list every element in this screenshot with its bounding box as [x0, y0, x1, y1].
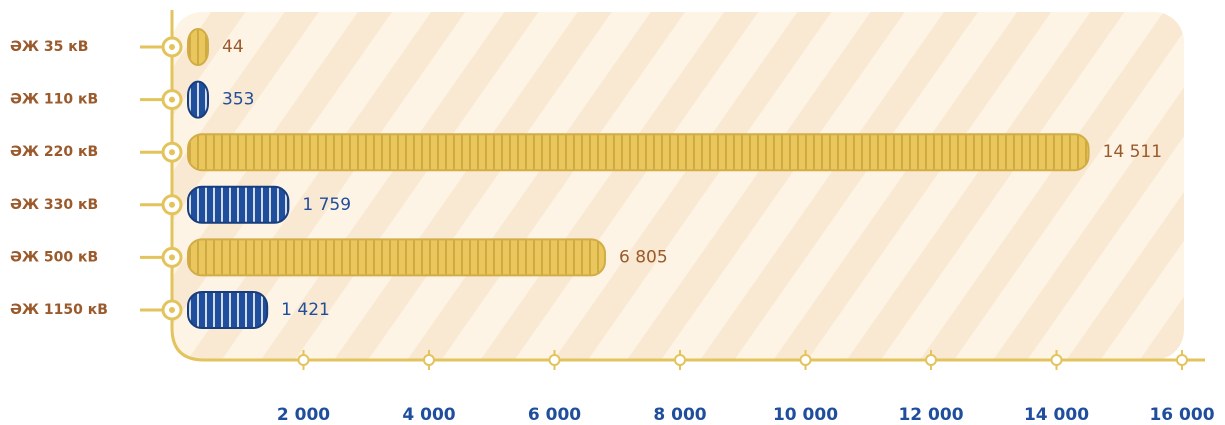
category-label: ӘЖ 330 кВ [10, 197, 98, 213]
value-label: 6 805 [619, 247, 668, 267]
x-tick-label: 14 000 [1024, 405, 1089, 425]
row-dot-inner [169, 149, 175, 156]
x-tick-dot [799, 354, 812, 366]
bar [187, 185, 290, 224]
value-label: 1 759 [302, 195, 351, 215]
x-tick-label: 16 000 [1149, 405, 1214, 425]
row-dot-inner [169, 201, 175, 208]
value-label: 1 421 [281, 300, 330, 320]
bar [187, 80, 209, 119]
bar [187, 28, 209, 66]
x-tick-label: 4 000 [402, 405, 455, 425]
category-label: ӘЖ 220 кВ [10, 144, 98, 160]
row-dot-inner [169, 96, 175, 103]
category-label: ӘЖ 110 кВ [10, 92, 98, 108]
x-tick-dot [1050, 354, 1063, 366]
x-tick-label: 8 000 [653, 405, 706, 425]
x-tick-dot [674, 354, 686, 366]
value-label: 44 [222, 37, 244, 57]
category-label: ӘЖ 1150 кВ [10, 302, 108, 318]
row-dot-inner [169, 254, 175, 261]
x-tick-dot [548, 354, 561, 366]
value-label: 14 511 [1103, 142, 1162, 162]
x-tick-dot [1176, 354, 1188, 366]
value-label: 353 [222, 90, 254, 110]
row-dot-inner [169, 307, 175, 313]
x-tick-label: 2 000 [277, 405, 330, 425]
x-tick-dot [297, 354, 310, 366]
bar [187, 133, 1090, 172]
x-tick-label: 6 000 [528, 405, 581, 425]
bar [187, 238, 607, 277]
row-dot-inner [169, 44, 175, 50]
x-tick-dot [925, 354, 937, 366]
x-tick-label: 12 000 [898, 405, 963, 425]
x-tick-label: 10 000 [773, 405, 838, 425]
category-label: ӘЖ 35 кВ [10, 39, 88, 55]
axis [170, 10, 1205, 362]
category-label: ӘЖ 500 кВ [10, 249, 98, 265]
x-tick-dot [423, 354, 435, 366]
bar [187, 291, 269, 329]
